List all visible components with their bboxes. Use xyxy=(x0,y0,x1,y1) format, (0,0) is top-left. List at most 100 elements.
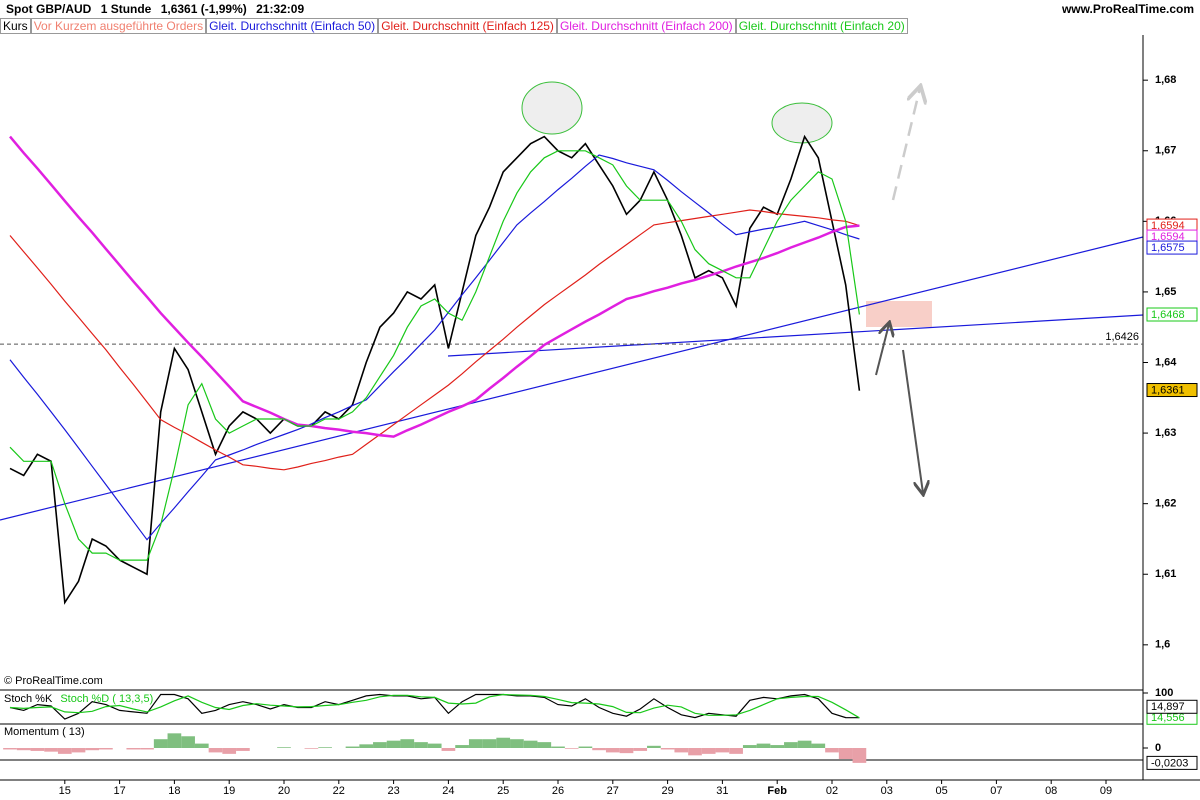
x-tick-label: 15 xyxy=(59,785,71,797)
momentum-bar xyxy=(277,747,291,748)
arrow xyxy=(875,324,889,376)
series-line xyxy=(9,134,861,605)
momentum-bar xyxy=(181,736,195,748)
x-tick-label: 31 xyxy=(716,785,728,797)
panel-legend: Stoch %K xyxy=(4,693,53,705)
x-tick-label: 24 xyxy=(442,785,454,797)
price-label: 1,6594 xyxy=(1151,220,1185,232)
momentum-bar xyxy=(756,743,771,748)
momentum-bar xyxy=(578,746,593,748)
peak-ellipse xyxy=(771,102,833,144)
site: www.ProRealTime.com xyxy=(1061,2,1194,16)
momentum-bar xyxy=(359,744,374,748)
y-tick-label: 1,61 xyxy=(1155,568,1176,580)
momentum-bar xyxy=(304,748,319,749)
arrow xyxy=(891,88,920,201)
legend-entry: Kurs xyxy=(0,18,31,34)
momentum-bar xyxy=(167,733,182,748)
x-tick-label: 29 xyxy=(661,785,673,797)
price-label: 1,6361 xyxy=(1151,384,1185,396)
momentum-bar xyxy=(482,739,497,748)
price-label: 14,556 xyxy=(1151,712,1185,724)
price-label: 1,6468 xyxy=(1151,309,1185,321)
momentum-bar xyxy=(373,742,387,748)
series-line xyxy=(9,154,860,541)
momentum-bar xyxy=(688,748,702,756)
momentum-bar xyxy=(85,748,100,751)
momentum-bar xyxy=(345,746,360,748)
momentum-bar xyxy=(44,748,58,752)
header: Spot GBP/AUD 1 Stunde 1,6361 (-1,99%) 21… xyxy=(0,0,1200,18)
momentum-bar xyxy=(729,748,743,754)
legend: Kurs Vor Kurzem ausgeführte Orders Gleit. … xyxy=(0,18,908,35)
momentum-bar xyxy=(633,748,648,751)
x-tick-label: 20 xyxy=(278,785,290,797)
momentum-bar xyxy=(468,739,483,748)
x-tick-label: 02 xyxy=(826,785,838,797)
momentum-bar xyxy=(496,737,511,748)
price-label-box xyxy=(1146,307,1198,322)
x-tick-label: 09 xyxy=(1100,785,1112,797)
momentum-bar xyxy=(126,748,141,750)
price-label: 1,6575 xyxy=(1151,242,1185,254)
legend-entry: Vor Kurzem ausgeführte Orders xyxy=(30,18,207,34)
last-price: 1,6361 (-1,99%) xyxy=(160,2,247,16)
momentum-bar xyxy=(153,739,168,748)
x-tick-label: Feb xyxy=(767,785,787,797)
series-line xyxy=(9,135,860,438)
x-tick-label: 19 xyxy=(223,785,235,797)
price-label: 1,6594 xyxy=(1151,231,1185,243)
price-label-box xyxy=(1146,240,1198,255)
trend-line xyxy=(0,236,1144,521)
momentum-bar xyxy=(208,748,223,753)
x-tick-label: 07 xyxy=(990,785,1002,797)
momentum-bar xyxy=(770,745,785,748)
x-tick-label: 17 xyxy=(113,785,125,797)
price-label-box xyxy=(1146,383,1198,398)
y-tick-label: 100 xyxy=(1155,687,1173,699)
momentum-bar xyxy=(140,748,154,750)
momentum-bar xyxy=(510,739,524,748)
trend-line xyxy=(447,314,1144,357)
panel-legend: Momentum ( 13) xyxy=(4,726,85,738)
momentum-bar xyxy=(564,748,579,749)
x-tick-label: 08 xyxy=(1045,785,1057,797)
momentum-bar xyxy=(674,748,689,753)
momentum-bar xyxy=(222,748,237,754)
momentum-bar xyxy=(3,748,17,750)
momentum-bar xyxy=(455,745,469,748)
x-tick-label: 05 xyxy=(935,785,947,797)
momentum-bar xyxy=(592,748,606,751)
momentum-bar xyxy=(852,748,867,763)
momentum-bar xyxy=(715,748,730,753)
momentum-bar xyxy=(400,739,415,748)
y-tick-label: 1,62 xyxy=(1155,498,1176,510)
momentum-bar xyxy=(414,742,428,748)
momentum-bar xyxy=(619,748,634,754)
x-tick-label: 22 xyxy=(333,785,345,797)
clock: 21:32:09 xyxy=(256,2,305,16)
timeframe: 1 Stunde xyxy=(100,2,152,16)
momentum-bar xyxy=(71,748,86,753)
momentum-bar xyxy=(386,740,401,748)
momentum-bar xyxy=(647,745,661,748)
y-tick-label: 1,67 xyxy=(1155,145,1176,157)
x-tick-label: 26 xyxy=(552,785,564,797)
momentum-bar xyxy=(838,748,853,759)
legend-entry: Gleit. Durchschnitt (Einfach 50) xyxy=(206,18,379,34)
momentum-bar xyxy=(825,748,839,753)
momentum-bar xyxy=(441,748,456,751)
price-label: -0,0203 xyxy=(1151,757,1188,769)
momentum-bar xyxy=(701,748,716,754)
legend-entry: Gleit. Durchschnitt (Einfach 20) xyxy=(735,18,908,34)
y-tick-label: 0 xyxy=(1155,742,1161,754)
momentum-bar xyxy=(784,742,798,748)
momentum-bar xyxy=(194,743,209,748)
copyright: © ProRealTime.com xyxy=(4,675,103,687)
momentum-bar xyxy=(551,746,565,748)
momentum-bar xyxy=(57,748,72,754)
x-tick-label: 03 xyxy=(881,785,893,797)
y-tick-label: 1,63 xyxy=(1155,427,1176,439)
